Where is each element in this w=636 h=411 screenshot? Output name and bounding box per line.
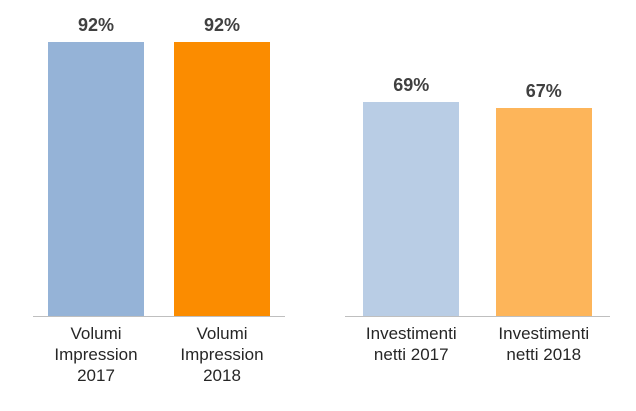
bar <box>174 41 270 316</box>
x-tick-label: Investimenti netti 2017 <box>365 324 457 364</box>
x-tick-label: Volumi Impression 2018 <box>180 324 264 385</box>
x-tick-label: Volumi Impression 2017 <box>54 324 138 385</box>
value-label: 67% <box>525 81 562 102</box>
bar <box>495 108 592 316</box>
value-label: 92% <box>77 14 115 35</box>
axis-line <box>345 316 610 317</box>
axis-line <box>33 316 285 317</box>
bar <box>48 41 144 316</box>
value-label: 69% <box>393 75 430 96</box>
x-tick-label: Investimenti netti 2018 <box>498 324 590 364</box>
bar <box>363 102 460 316</box>
value-label: 92% <box>203 14 241 35</box>
